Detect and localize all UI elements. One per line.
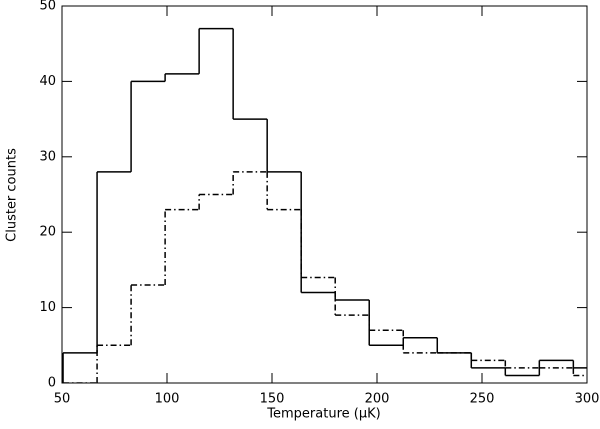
plot-area	[62, 27, 587, 383]
x-tick-label: 100	[155, 392, 180, 407]
y-tick-label: 10	[39, 300, 56, 315]
y-tick-label: 20	[39, 225, 56, 240]
y-axis-label: Cluster counts	[5, 148, 20, 242]
y-tick-label: 30	[39, 149, 56, 164]
x-tick-label: 150	[260, 392, 285, 407]
y-tick-label: 50	[39, 0, 56, 14]
x-tick-label: 200	[365, 392, 390, 407]
x-tick-label: 300	[575, 392, 600, 407]
x-axis-label: Temperature (μK)	[266, 407, 380, 422]
y-tick-label: 40	[39, 74, 56, 89]
y-tick-label: 0	[48, 376, 56, 391]
plot-frame	[61, 5, 588, 384]
x-tick-label: 250	[470, 392, 495, 407]
x-tick-label: 50	[54, 392, 71, 407]
